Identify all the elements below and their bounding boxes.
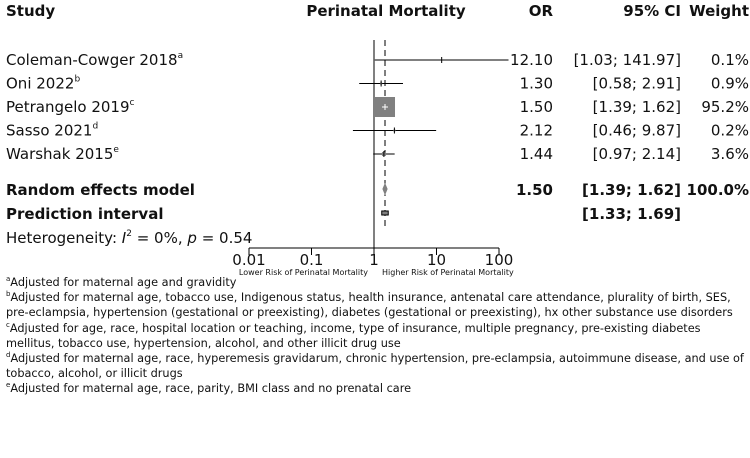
study-weight: 0.9% <box>711 75 749 93</box>
study-or: 2.12 <box>520 122 553 140</box>
x-tick-label: 0.01 <box>232 251 265 269</box>
study-ci: [0.58; 2.91] <box>593 75 681 93</box>
study-weight: 3.6% <box>711 145 749 163</box>
study-row: Coleman-Cowger 2018a 12.10 [1.03; 141.97] 0… <box>6 51 749 69</box>
header-weight: Weight <box>689 2 749 20</box>
footnote: cAdjusted for age, race, hospital locati… <box>6 321 748 351</box>
random-effects-ci: [1.39; 1.62] <box>582 181 681 199</box>
p-symbol: p <box>186 229 197 247</box>
study-or: 1.30 <box>520 75 553 93</box>
forest-plot: Study Perinatal Mortality OR 95% CI Weig… <box>6 2 749 277</box>
study-ci: [1.39; 1.62] <box>593 98 681 116</box>
footnote: dAdjusted for maternal age, race, hypere… <box>6 351 748 381</box>
prediction-interval-bar <box>381 210 389 216</box>
study-name-text: Coleman-Cowger 2018 <box>6 51 178 69</box>
random-effects-label: Random effects model <box>6 181 195 199</box>
study-or: 1.50 <box>520 98 553 116</box>
higher-risk-label: Higher Risk of Perinatal Mortality <box>382 268 514 277</box>
study-footnote-marker: e <box>113 145 119 155</box>
study-name: Sasso 2021d <box>6 122 98 140</box>
study-footnote-marker: a <box>178 51 184 61</box>
x-tick-label: 100 <box>485 251 514 269</box>
study-name: Coleman-Cowger 2018a <box>6 51 183 69</box>
heterogeneity-text: Heterogeneity: I2 = 0%, p = 0.54 <box>6 229 252 247</box>
study-ci: [0.46; 9.87] <box>593 122 681 140</box>
footnote-text: Adjusted for age, race, hospital locatio… <box>6 321 701 350</box>
study-name: Petrangelo 2019c <box>6 98 135 116</box>
x-tick-label: 1 <box>369 251 379 269</box>
footnotes: aAdjusted for maternal age and gravidity… <box>6 275 748 397</box>
study-name: Oni 2022b <box>6 75 80 93</box>
study-ci: [1.03; 141.97] <box>574 51 681 69</box>
footnote-marker: c <box>6 320 10 329</box>
footnote: bAdjusted for maternal age, tobacco use,… <box>6 290 748 320</box>
x-axis-ticks: 0.01 0.1 1 10 100 <box>232 248 513 269</box>
footnote: eAdjusted for maternal age, race, parity… <box>6 381 748 396</box>
footnote-text: Adjusted for maternal age, tobacco use, … <box>6 291 733 320</box>
x-tick-label: 0.1 <box>300 251 324 269</box>
footnote-marker: b <box>6 290 11 299</box>
i2-value: = 0%, <box>132 229 187 247</box>
footnote-marker: a <box>6 275 11 284</box>
i2-superscript: 2 <box>126 229 132 239</box>
study-name: Warshak 2015e <box>6 145 119 163</box>
random-effects-diamond <box>382 182 388 196</box>
study-or: 1.44 <box>520 145 553 163</box>
x-tick-label: 10 <box>427 251 446 269</box>
footnote-text: Adjusted for maternal age, race, parity,… <box>10 382 412 396</box>
study-name-text: Oni 2022 <box>6 75 74 93</box>
study-row: Oni 2022b 1.30 [0.58; 2.91] 0.9% <box>6 75 749 93</box>
study-or: 12.10 <box>510 51 553 69</box>
study-footnote-marker: d <box>92 122 98 132</box>
study-name-text: Petrangelo 2019 <box>6 98 130 116</box>
study-name-text: Sasso 2021 <box>6 122 92 140</box>
i2-symbol: I <box>122 229 127 247</box>
prediction-interval-label: Prediction interval <box>6 205 163 223</box>
footnote-marker: e <box>6 381 11 390</box>
heterogeneity-prefix: Heterogeneity: <box>6 229 122 247</box>
header-or: OR <box>529 2 554 20</box>
study-footnote-marker: c <box>130 98 135 108</box>
study-ci: [0.97; 2.14] <box>593 145 681 163</box>
lower-risk-label: Lower Risk of Perinatal Mortality <box>239 268 368 277</box>
header-study: Study <box>6 2 55 20</box>
study-weight: 0.1% <box>711 51 749 69</box>
study-rows: Coleman-Cowger 2018a 12.10 [1.03; 141.97] 0… <box>6 51 749 163</box>
footnote-marker: d <box>6 351 11 360</box>
footnote-text: Adjusted for maternal age and gravidity <box>10 276 237 289</box>
random-effects-or: 1.50 <box>516 181 553 199</box>
p-value: = 0.54 <box>197 229 253 247</box>
study-row: Warshak 2015e 1.44 [0.97; 2.14] 3.6% <box>6 145 749 163</box>
study-row: Petrangelo 2019c 1.50 [1.39; 1.62] 95.2% <box>6 97 749 117</box>
study-footnote-marker: b <box>74 75 80 85</box>
study-weight: 95.2% <box>701 98 749 116</box>
study-row: Sasso 2021d 2.12 [0.46; 9.87] 0.2% <box>6 122 749 140</box>
footnote-text: Adjusted for maternal age, race, hyperem… <box>6 352 744 381</box>
prediction-interval-ci: [1.33; 1.69] <box>582 205 681 223</box>
random-effects-weight: 100.0% <box>687 181 749 199</box>
study-name-text: Warshak 2015 <box>6 145 113 163</box>
study-weight: 0.2% <box>711 122 749 140</box>
header-ci: 95% CI <box>623 2 681 20</box>
header-plot: Perinatal Mortality <box>306 2 466 20</box>
footnote: aAdjusted for maternal age and gravidity <box>6 275 748 290</box>
